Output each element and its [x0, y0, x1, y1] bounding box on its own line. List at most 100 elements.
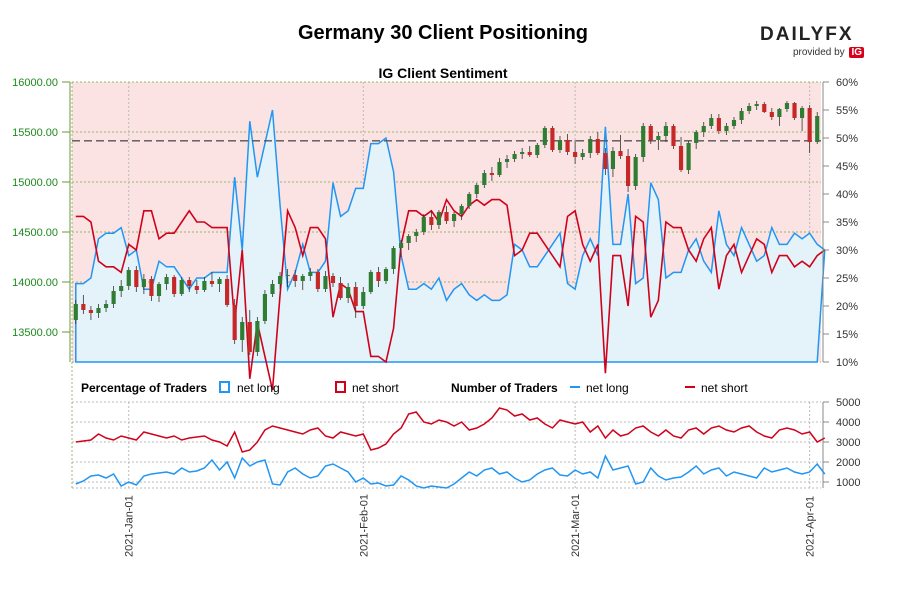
candle-body: [277, 276, 283, 284]
candle-body: [656, 136, 661, 140]
candle-body: [225, 279, 230, 305]
candle-body: [504, 159, 510, 162]
candle-body: [421, 217, 426, 232]
candle-body: [187, 280, 192, 286]
candle-body: [96, 308, 101, 313]
candle-body: [474, 185, 479, 194]
candle-body: [520, 152, 525, 154]
candle-body: [285, 275, 290, 276]
candle-body: [391, 248, 396, 269]
candle-body: [103, 304, 109, 308]
candle-body: [255, 321, 260, 352]
candle-body: [315, 272, 320, 289]
pct-tick-label: 55%: [836, 105, 858, 117]
candle-body: [368, 272, 373, 292]
candle-body: [497, 162, 502, 175]
candle-body: [663, 126, 668, 136]
bottom-panel-grid: [71, 82, 821, 489]
candle-body: [731, 120, 737, 126]
candle-body: [671, 126, 676, 146]
count-tick-label: 5000: [836, 397, 860, 409]
legend-num-long: net long: [586, 381, 629, 395]
candle-body: [686, 143, 691, 170]
net-short-traders-line: [75, 407, 826, 453]
candle-body: [618, 151, 623, 156]
candle-body: [467, 194, 472, 206]
candle-body: [527, 152, 532, 155]
candle-body: [240, 322, 245, 340]
candle-body: [81, 304, 86, 310]
candle-body: [641, 126, 646, 157]
candle-body: [557, 140, 563, 150]
provided-by-text: provided by: [792, 47, 845, 58]
candle-body: [595, 139, 600, 153]
candle-body: [361, 292, 366, 306]
price-tick-label: 15500.00: [12, 127, 58, 139]
candle-body: [209, 281, 215, 284]
candle-body: [156, 284, 162, 296]
legend-pct-short-swatch: [335, 381, 346, 393]
candle-body: [694, 132, 699, 143]
count-tick-label: 4000: [836, 417, 860, 429]
candle-body: [323, 276, 328, 289]
pct-tick-label: 10%: [836, 357, 858, 369]
price-candles: [73, 101, 820, 356]
candle-body: [800, 108, 805, 118]
candle-body: [232, 305, 237, 340]
candle-body: [603, 153, 608, 169]
x-axis-date-label: 2021-Apr-01: [805, 496, 817, 557]
candle-body: [580, 153, 585, 157]
net-short-pct-line: [75, 197, 826, 391]
candle-body: [262, 294, 268, 321]
trader-count-series: [75, 407, 826, 489]
candle-body: [436, 212, 442, 225]
price-tick-label: 14500.00: [12, 227, 58, 239]
candle-body: [376, 272, 381, 281]
candle-body: [588, 139, 593, 153]
candle-body: [724, 126, 729, 131]
candle-body: [610, 151, 616, 169]
candle-body: [88, 310, 93, 313]
candle-body: [701, 126, 706, 132]
candle-body: [406, 236, 411, 243]
count-tick-label: 1000: [836, 477, 860, 489]
candle-body: [346, 287, 351, 298]
candle-body: [247, 322, 252, 352]
logo-wordmark: DAILYFX: [760, 24, 870, 46]
price-tick-label: 16000.00: [12, 77, 58, 89]
ig-badge: IG: [849, 47, 864, 58]
candle-body: [399, 243, 404, 248]
candle-body: [451, 214, 457, 221]
legend-pct-short: net short: [352, 381, 399, 395]
count-tick-label: 2000: [836, 457, 860, 469]
candle-body: [141, 279, 146, 287]
candle-body: [194, 286, 199, 290]
candle-body: [126, 270, 131, 286]
pct-tick-label: 40%: [836, 189, 858, 201]
provided-by: provided by IG: [760, 47, 870, 58]
logo-text-b: FX: [825, 24, 854, 45]
candle-body: [119, 286, 124, 291]
pct-tick-label: 30%: [836, 245, 858, 257]
candle-body: [429, 217, 434, 225]
logo-text-a: DAILY: [760, 24, 826, 45]
candle-body: [459, 206, 464, 214]
pct-tick-label: 35%: [836, 217, 858, 229]
candle-body: [353, 287, 358, 306]
candle-body: [111, 291, 116, 304]
legend-num-title: Number of Traders: [451, 381, 558, 395]
candle-body: [535, 145, 540, 155]
candle-body: [512, 154, 517, 159]
pct-tick-label: 15%: [836, 329, 858, 341]
candle-body: [633, 157, 638, 186]
candle-body: [482, 173, 487, 185]
panel-title: IG Client Sentiment: [378, 65, 507, 81]
candle-body: [678, 146, 684, 170]
legend: Percentage of Traders net long net short…: [81, 381, 748, 395]
candle-body: [414, 232, 419, 236]
pct-tick-label: 50%: [836, 133, 858, 145]
x-axis-date-label: 2021-Feb-01: [358, 494, 370, 557]
candle-body: [709, 118, 714, 126]
pct-tick-label: 25%: [836, 273, 858, 285]
candle-body: [747, 106, 752, 111]
